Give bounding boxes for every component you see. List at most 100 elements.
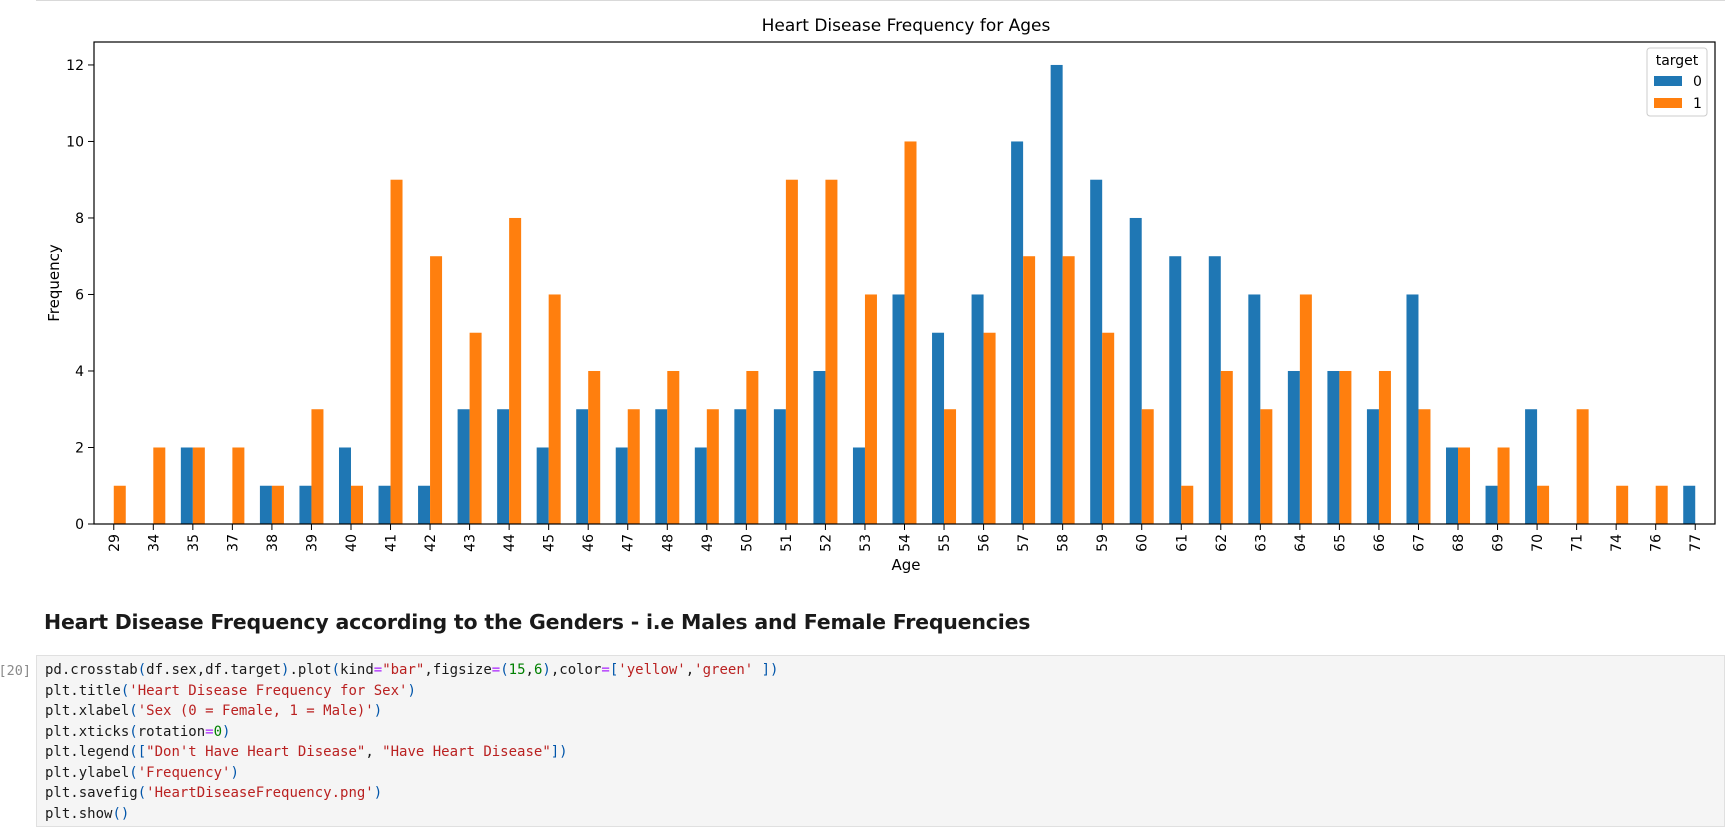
x-tick-label: 61 (1174, 534, 1190, 552)
bar-series-0-age-40 (338, 447, 351, 524)
code-line: pd.crosstab(df.sex,df.target).plot(kind=… (45, 660, 778, 681)
bar-series-0-age-45 (536, 447, 549, 524)
bar-series-0-age-59 (1090, 179, 1103, 524)
bar-series-0-age-44 (497, 409, 510, 524)
code-cell[interactable]: pd.crosstab(df.sex,df.target).plot(kind=… (36, 655, 1725, 827)
code-token: ,color (550, 662, 602, 678)
bar-series-0-age-56 (971, 294, 984, 524)
code-token: plt.xticks (45, 723, 130, 740)
bar-series-0-age-55 (932, 332, 945, 524)
x-tick-label: 77 (1688, 534, 1704, 552)
chart-title: Heart Disease Frequency for Ages (762, 16, 1051, 36)
code-token: 'yellow' (618, 662, 686, 678)
x-tick-label: 42 (423, 534, 439, 552)
bar-series-0-age-53 (852, 447, 865, 524)
bar-series-1-age-46 (588, 370, 601, 524)
code-token: plt.savefig (45, 785, 138, 801)
bar-series-1-age-45 (548, 294, 561, 524)
code-token: ) (373, 785, 383, 801)
bar-series-1-age-76 (1655, 485, 1668, 524)
bar-series-0-age-66 (1366, 409, 1379, 524)
x-tick-label: 44 (502, 534, 518, 552)
bar-series-1-age-61 (1181, 485, 1194, 524)
bar-series-0-age-58 (1050, 64, 1063, 524)
x-tick-label: 58 (1056, 534, 1072, 552)
code-token: 'Heart Disease Frequency for Sex' (129, 682, 408, 699)
code-token: ( (129, 723, 138, 740)
bar-series-1-age-48 (667, 370, 680, 524)
code-token: , (365, 744, 383, 760)
x-tick-label: 66 (1372, 534, 1388, 552)
x-tick-label: 29 (107, 534, 123, 552)
bar-series-0-age-42 (418, 485, 431, 524)
code-editor[interactable]: pd.crosstab(df.sex,df.target).plot(kind=… (45, 660, 778, 824)
x-tick-label: 69 (1491, 534, 1507, 552)
code-token: ) (373, 703, 383, 719)
bar-series-1-age-29 (113, 485, 126, 524)
bar-series-1-age-57 (1023, 256, 1036, 524)
code-token: df.sex,df.target (146, 662, 282, 678)
code-token: "Don't Have Heart Disease" (146, 744, 366, 760)
bar-series-1-age-63 (1260, 409, 1273, 524)
bar-series-0-age-43 (457, 409, 470, 524)
x-tick-label: 46 (581, 534, 597, 552)
cell-top-border (36, 0, 1725, 1)
code-token: 6 (533, 662, 543, 678)
code-line: plt.xticks(rotation=0) (45, 722, 778, 743)
x-tick-label: 74 (1609, 534, 1625, 552)
bar-series-0-age-49 (694, 447, 707, 524)
code-token: ( (137, 785, 147, 801)
bar-series-0-age-62 (1208, 256, 1221, 524)
x-tick-label: 49 (700, 534, 716, 552)
bar-series-0-age-46 (576, 409, 589, 524)
code-token: rotation (137, 723, 206, 740)
bar-series-0-age-68 (1446, 447, 1459, 524)
x-tick-label: 41 (384, 534, 400, 552)
y-axis-label: Frequency (45, 244, 63, 322)
code-token: ( (129, 703, 138, 719)
bar-series-1-age-69 (1497, 447, 1510, 524)
code-token: , (685, 662, 695, 678)
bar-series-0-age-35 (180, 447, 193, 524)
bar-series-1-age-67 (1418, 409, 1431, 524)
bar-series-0-age-41 (378, 485, 391, 524)
bar-series-1-age-54 (904, 141, 917, 524)
code-token: plt.xlabel (45, 703, 130, 719)
bar-series-1-age-35 (192, 447, 205, 524)
bar-series-1-age-56 (983, 332, 996, 524)
bar-series-1-age-39 (311, 409, 324, 524)
x-tick-label: 67 (1411, 534, 1427, 552)
bar-series-0-age-47 (615, 447, 628, 524)
code-token: = (601, 662, 610, 678)
bar-series-0-age-38 (259, 485, 272, 524)
bar-series-1-age-64 (1299, 294, 1312, 524)
bar-series-1-age-53 (864, 294, 877, 524)
bar-series-1-age-60 (1141, 409, 1154, 524)
x-tick-label: 53 (858, 534, 874, 552)
bar-series-0-age-39 (299, 485, 312, 524)
bar-series-1-age-51 (785, 179, 798, 524)
y-tick-label: 12 (66, 58, 84, 74)
bar-series-0-age-70 (1525, 409, 1538, 524)
cell-prompt: [20]: (0, 663, 31, 679)
x-tick-label: 70 (1530, 534, 1546, 552)
bar-series-0-age-51 (773, 409, 786, 524)
code-token: pd.crosstab (45, 662, 138, 678)
code-line: plt.title('Heart Disease Frequency for S… (45, 681, 778, 702)
bar-series-0-age-64 (1287, 370, 1300, 524)
code-token: ]) (550, 744, 568, 760)
x-tick-label: 68 (1451, 534, 1467, 552)
x-tick-label: 43 (463, 534, 479, 552)
y-tick-label: 10 (66, 134, 84, 150)
code-token: ,figsize (424, 662, 492, 678)
bar-series-1-age-70 (1537, 485, 1550, 524)
bar-series-1-age-65 (1339, 370, 1352, 524)
bar-chart: Heart Disease Frequency for Ages 0246810… (45, 16, 1716, 574)
x-tick-label: 55 (937, 534, 953, 552)
code-token: ( (129, 764, 138, 781)
bar-series-0-age-54 (892, 294, 905, 524)
bar-series-0-age-77 (1683, 485, 1696, 524)
code-token: 15 (508, 662, 526, 678)
x-tick-label: 50 (739, 534, 755, 552)
code-line: plt.ylabel('Frequency') (45, 763, 778, 784)
